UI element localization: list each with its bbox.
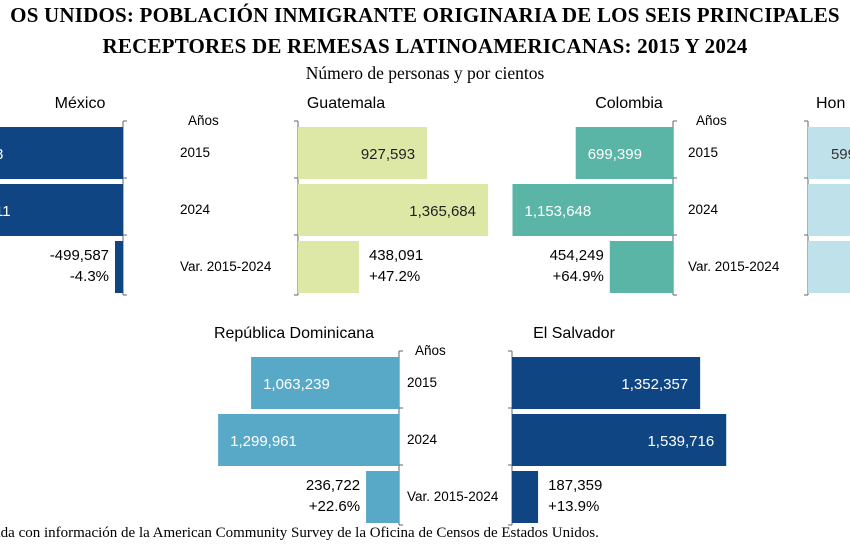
republica-dominicana-row-label-2024: 2024 <box>407 432 438 447</box>
mexico-var-value-label: -499,587 <box>50 247 109 264</box>
chart-title-line-1: OS UNIDOS: POBLACIÓN INMIGRANTE ORIGINAR… <box>10 3 840 27</box>
republica-dominicana-panel-title: República Dominicana <box>214 325 374 342</box>
republica-dominicana-row-header: Años <box>415 343 446 358</box>
republica-dominicana-value-label-1: 1,299,961 <box>230 433 297 450</box>
mexico-bar-1 <box>0 184 123 236</box>
republica-dominicana-bar-2 <box>366 471 399 523</box>
hon-panel-title: Hon <box>816 95 845 112</box>
republica-dominicana-row-label-var: Var. 2015-2024 <box>407 489 499 504</box>
source-note: ada con información de la American Commu… <box>0 525 599 541</box>
el-salvador-bar-2 <box>512 471 539 523</box>
hon-bar-0 <box>808 127 850 179</box>
el-salvador-value-label-1: 1,539,716 <box>647 433 714 450</box>
mexico-bar-0 <box>0 127 123 179</box>
colombia-bar-0 <box>575 127 673 179</box>
el-salvador-bar-1 <box>512 414 727 466</box>
republica-dominicana-bar-1 <box>218 414 399 466</box>
chart-subtitle: Número de personas y por cientos <box>305 63 545 83</box>
colombia-bar-1 <box>512 184 673 236</box>
colombia-var-pct-label: +64.9% <box>553 268 604 285</box>
mexico-var-pct-label: -4.3% <box>70 268 109 285</box>
colombia-var-value-label: 454,249 <box>550 247 604 264</box>
guatemala-row-label-2024: 2024 <box>180 202 211 217</box>
el-salvador-bar-0 <box>512 357 701 409</box>
republica-dominicana-var-value-label: 236,722 <box>306 477 360 494</box>
colombia-row-label-var: Var. 2015-2024 <box>688 259 780 274</box>
el-salvador-var-value-label: 187,359 <box>548 477 602 494</box>
hon-bar-2 <box>808 241 850 293</box>
guatemala-bar-0 <box>298 127 428 179</box>
el-salvador-value-label-0: 1,352,357 <box>621 376 688 393</box>
mexico-value-label-0: 8 <box>0 146 3 163</box>
mexico-value-label-1: 11 <box>0 203 11 220</box>
republica-dominicana-row-label-2015: 2015 <box>407 375 437 390</box>
mexico-panel-title: México <box>55 95 106 112</box>
republica-dominicana-var-pct-label: +22.6% <box>309 498 360 515</box>
guatemala-row-header: Años <box>188 113 219 128</box>
guatemala-bar-1 <box>298 184 488 236</box>
guatemala-row-label-var: Var. 2015-2024 <box>180 259 272 274</box>
hon-value-label-0: 599 <box>831 146 850 163</box>
guatemala-panel-title: Guatemala <box>307 95 385 112</box>
mexico-bar-2 <box>115 241 123 293</box>
colombia-value-label-1: 1,153,648 <box>524 203 591 220</box>
colombia-row-label-2015: 2015 <box>688 145 718 160</box>
guatemala-var-value-label: 438,091 <box>369 247 423 264</box>
republica-dominicana-value-label-0: 1,063,239 <box>263 376 330 393</box>
colombia-row-header: Años <box>696 113 727 128</box>
el-salvador-panel-title: El Salvador <box>533 325 615 342</box>
republica-dominicana-bar-0 <box>251 357 399 409</box>
guatemala-value-label-1: 1,365,684 <box>409 203 476 220</box>
hon-bar-1 <box>808 184 850 236</box>
colombia-value-label-0: 699,399 <box>588 146 642 163</box>
guatemala-row-label-2015: 2015 <box>180 145 210 160</box>
guatemala-value-label-0: 927,593 <box>361 146 415 163</box>
colombia-panel-title: Colombia <box>595 95 663 112</box>
guatemala-bar-2 <box>298 241 359 293</box>
el-salvador-var-pct-label: +13.9% <box>548 498 599 515</box>
chart-title-line-2: RECEPTORES DE REMESAS LATINOAMERICANAS: … <box>102 34 748 58</box>
colombia-bar-2 <box>609 241 673 293</box>
guatemala-var-pct-label: +47.2% <box>369 268 420 285</box>
colombia-row-label-2024: 2024 <box>688 202 719 217</box>
